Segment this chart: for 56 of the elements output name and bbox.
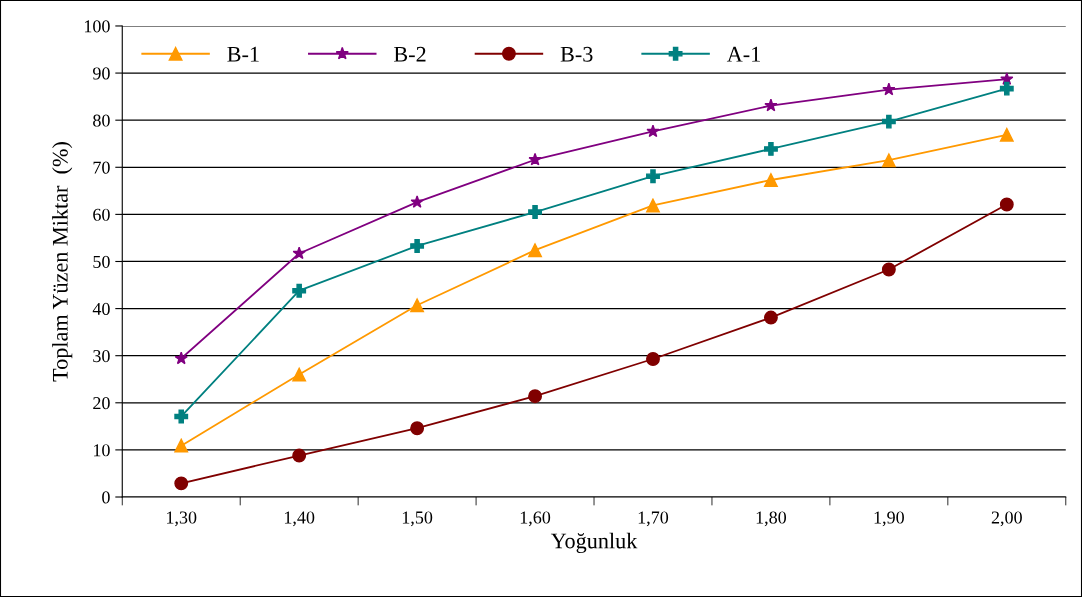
point [646, 169, 660, 184]
point [174, 409, 189, 424]
point [881, 114, 896, 129]
point [174, 351, 188, 365]
legend-label: B-1 [227, 46, 259, 62]
y-tick-label: 70 [93, 161, 110, 174]
point [881, 153, 896, 168]
point [763, 173, 778, 187]
point [646, 352, 660, 366]
point [292, 246, 306, 260]
y-tick-label: 50 [93, 255, 110, 268]
y-tick-label: 80 [93, 114, 110, 127]
point [999, 197, 1014, 212]
x-axis-title: Yoğunluk [550, 532, 638, 554]
point [763, 141, 778, 156]
point [764, 98, 778, 112]
point [292, 448, 307, 463]
x-tick-label: 1,60 [520, 511, 551, 527]
point [410, 298, 425, 313]
point [174, 438, 189, 453]
x-tick-label: 1,40 [284, 511, 315, 527]
x-tick-label: 1,80 [756, 511, 787, 527]
y-tick-label: 10 [93, 444, 110, 457]
point [410, 195, 424, 208]
y-tick-label: 60 [93, 208, 110, 221]
point [999, 81, 1014, 96]
y-tick-label: 100 [84, 20, 110, 33]
point [528, 152, 542, 166]
legend-label: B-3 [560, 46, 593, 62]
point [763, 310, 778, 325]
x-tick-label: 1,30 [167, 511, 197, 527]
x-tick-label: 1,90 [874, 511, 904, 527]
y-tick-label: 90 [92, 67, 110, 80]
legend-label: B-2 [394, 46, 426, 62]
point [174, 476, 189, 491]
point [881, 262, 896, 277]
point [528, 243, 542, 258]
x-tick-label: 1,50 [402, 511, 433, 527]
point [410, 421, 425, 436]
point [646, 198, 660, 213]
point [528, 389, 542, 404]
x-tick-label: 2,00 [991, 511, 1022, 527]
point [292, 283, 307, 298]
point [646, 124, 660, 138]
point [882, 82, 896, 96]
x-tick-label: 1,70 [638, 511, 669, 527]
y-tick-label: 0 [102, 491, 110, 504]
point [410, 238, 425, 253]
point [292, 367, 307, 382]
point [528, 205, 542, 219]
y-axis-title: Toplam Yüzen Miktar (%) [52, 142, 73, 382]
point [999, 127, 1014, 142]
legend-label: A-1 [726, 46, 760, 62]
y-tick-label: 40 [92, 302, 110, 316]
y-tick-label: 30 [93, 349, 110, 363]
y-tick-label: 20 [93, 397, 110, 410]
